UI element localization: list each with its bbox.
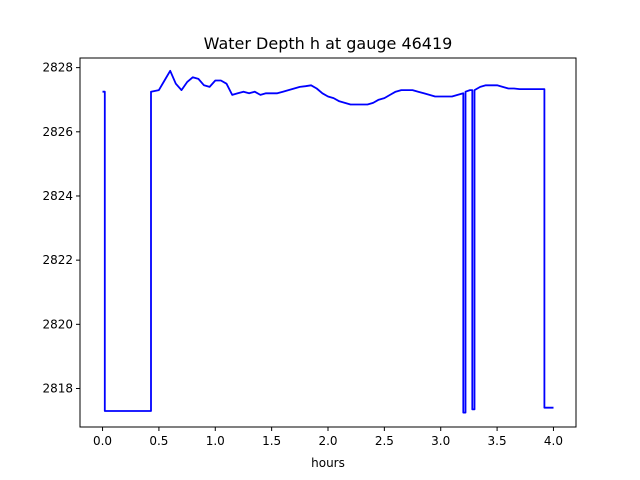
- y-tick-label: 2820: [42, 317, 73, 331]
- plot-area: [102, 69, 554, 414]
- x-tick-label: 3.5: [488, 434, 507, 448]
- y-tick-label: 2824: [42, 189, 73, 203]
- x-tick-label: 1.0: [206, 434, 225, 448]
- x-tick-label: 2.0: [318, 434, 337, 448]
- y-tick-label: 2822: [42, 253, 73, 267]
- series-line: [102, 69, 554, 414]
- y-tick-label: 2826: [42, 125, 73, 139]
- x-tick-label: 3.0: [431, 434, 450, 448]
- y-axis: 2818 2820 2822 2824 2826 2828: [42, 61, 80, 395]
- chart-title: Water Depth h at gauge 46419: [204, 34, 453, 53]
- x-axis: 0.0 0.5 1.0 1.5 2.0 2.5 3.0 3.5 4.0: [93, 427, 563, 448]
- x-tick-label: 4.0: [544, 434, 563, 448]
- x-tick-label: 1.5: [262, 434, 281, 448]
- x-axis-label: hours: [311, 456, 345, 470]
- y-tick-label: 2828: [42, 61, 73, 75]
- x-tick-label: 0.0: [93, 434, 112, 448]
- x-tick-label: 0.5: [149, 434, 168, 448]
- x-tick-label: 2.5: [375, 434, 394, 448]
- y-tick-label: 2818: [42, 381, 73, 395]
